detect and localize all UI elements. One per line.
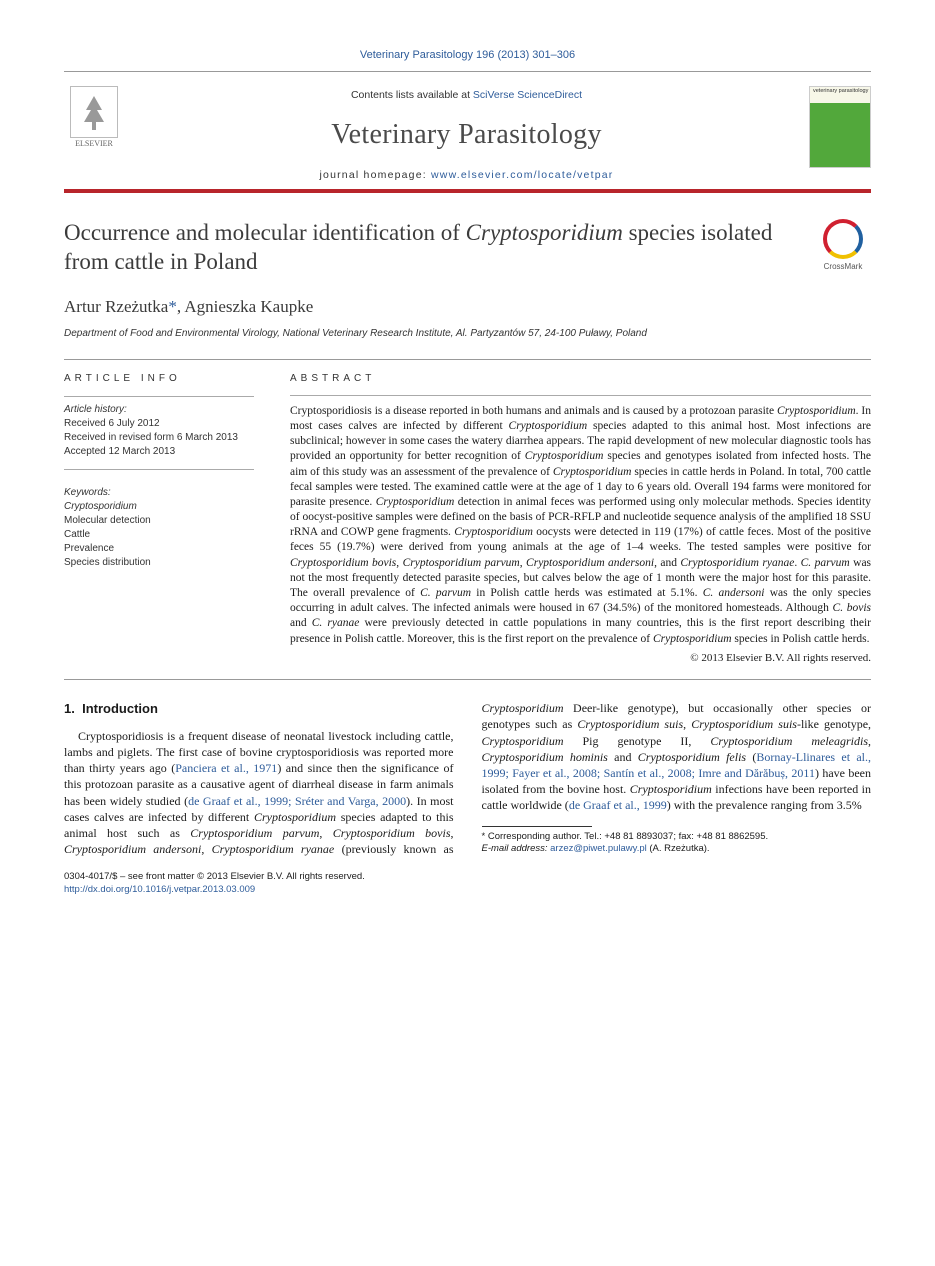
sciencedirect-link[interactable]: SciVerse ScienceDirect — [473, 89, 582, 101]
doi-link[interactable]: http://dx.doi.org/10.1016/j.vetpar.2013.… — [64, 884, 255, 895]
cover-mini-label: veterinary parasitology — [813, 89, 868, 95]
homepage-link[interactable]: www.elsevier.com/locate/vetpar — [431, 169, 613, 181]
journal-cover-thumbnail: veterinary parasitology — [809, 86, 871, 168]
ref-degraaf-sreter[interactable]: de Graaf et al., 1999; Sréter and Varga,… — [188, 794, 406, 808]
footnote-tel: * Corresponding author. Tel.: +48 81 889… — [482, 831, 872, 844]
front-matter-line: 0304-4017/$ – see front matter © 2013 El… — [64, 871, 871, 883]
paper-title: Occurrence and molecular identification … — [64, 219, 795, 277]
masthead: ELSEVIER Contents lists available at Sci… — [64, 86, 871, 183]
keywords-label: Keywords: — [64, 486, 254, 500]
email-link[interactable]: arzez@piwet.pulawy.pl — [550, 843, 647, 854]
abs-i15: C. ryanae — [312, 617, 360, 629]
abs-i7: Cryptosporidium bovis — [290, 557, 396, 569]
title-prefix: Occurrence and molecular identification … — [64, 220, 466, 245]
abstract-label: ABSTRACT — [290, 372, 871, 385]
abstract: ABSTRACT Cryptosporidiosis is a disease … — [290, 372, 871, 665]
abs-s16: species in Polish cattle herds. — [732, 633, 870, 645]
section-heading: 1. Introduction — [64, 700, 454, 718]
history-revised: Received in revised form 6 March 2013 — [64, 431, 254, 445]
author-2: Agnieszka Kaupke — [184, 297, 313, 316]
abs-i13: C. andersoni — [703, 587, 765, 599]
abs-i2: Cryptosporidium — [509, 420, 588, 432]
abs-i12: C. parvum — [420, 587, 471, 599]
keyword-0: Cryptosporidium — [64, 501, 137, 512]
abs-i1: Cryptosporidium — [777, 405, 856, 417]
elsevier-tree-icon — [70, 86, 118, 138]
abs-i6: Cryptosporidium — [454, 526, 533, 538]
abs-s1: Cryptosporidiosis is a disease reported … — [290, 405, 777, 417]
abs-i4: Cryptosporidium — [553, 466, 632, 478]
body-two-column: 1. Introduction Cryptosporidiosis is a f… — [64, 700, 871, 857]
affiliation: Department of Food and Environmental Vir… — [64, 327, 871, 341]
homepage-line: journal homepage: www.elsevier.com/locat… — [140, 168, 793, 183]
abs-s9: , and — [654, 557, 680, 569]
author-1: Artur Rzeżutka — [64, 297, 168, 316]
keyword-1: Molecular detection — [64, 514, 254, 528]
journal-title: Veterinary Parasitology — [140, 115, 793, 154]
crossmark-badge[interactable]: CrossMark — [815, 219, 871, 277]
red-rule — [64, 189, 871, 193]
top-rule — [64, 71, 871, 72]
abs-i11: C. parvum — [801, 557, 850, 569]
history-accepted: Accepted 12 March 2013 — [64, 445, 254, 459]
corresponding-footnote: * Corresponding author. Tel.: +48 81 889… — [482, 831, 872, 857]
abs-i14: C. bovis — [833, 602, 871, 614]
rule-before-info — [64, 359, 871, 360]
article-info-label: ARTICLE INFO — [64, 372, 254, 386]
keyword-3: Prevalence — [64, 542, 254, 556]
abs-i5: Cryptosporidium — [376, 496, 455, 508]
abs-s12: in Polish cattle herds was estimated at … — [471, 587, 703, 599]
rule-after-abstract — [64, 679, 871, 680]
elsevier-logo: ELSEVIER — [64, 86, 124, 158]
page-footer-meta: 0304-4017/$ – see front matter © 2013 El… — [64, 871, 871, 896]
section-number: 1. — [64, 701, 75, 716]
abs-i3: Cryptosporidium — [525, 450, 604, 462]
abs-s14: and — [290, 617, 312, 629]
abs-i8: Cryptosporidium parvum — [403, 557, 520, 569]
title-italic: Cryptosporidium — [466, 220, 623, 245]
keyword-4: Species distribution — [64, 556, 254, 570]
homepage-prefix: journal homepage: — [320, 169, 432, 181]
publisher-label: ELSEVIER — [75, 138, 113, 149]
corresponding-star[interactable]: * — [168, 297, 177, 316]
section-title: Introduction — [82, 701, 158, 716]
authors: Artur Rzeżutka*, Agnieszka Kaupke — [64, 295, 871, 319]
journal-citation: Veterinary Parasitology 196 (2013) 301–3… — [64, 48, 871, 63]
abstract-copyright: © 2013 Elsevier B.V. All rights reserved… — [290, 651, 871, 666]
footnote-separator — [482, 826, 592, 827]
crossmark-icon — [823, 219, 863, 259]
email-suffix: (A. Rzeżutka). — [647, 843, 710, 854]
ref-panciera-1971[interactable]: Panciera et al., 1971 — [175, 761, 277, 775]
contents-prefix: Contents lists available at — [351, 89, 473, 101]
email-label: E-mail address: — [482, 843, 548, 854]
abs-i9: Cryptosporidium andersoni — [526, 557, 654, 569]
keyword-2: Cattle — [64, 528, 254, 542]
masthead-center: Contents lists available at SciVerse Sci… — [140, 86, 793, 183]
ref-degraaf-1999-b[interactable]: de Graaf et al., 1999 — [569, 798, 667, 812]
article-info: ARTICLE INFO Article history: Received 6… — [64, 372, 254, 665]
history-label: Article history: — [64, 403, 254, 417]
crossmark-label: CrossMark — [824, 261, 863, 272]
abs-i16: Cryptosporidium — [653, 633, 732, 645]
contents-line: Contents lists available at SciVerse Sci… — [140, 88, 793, 103]
history-received: Received 6 July 2012 — [64, 417, 254, 431]
abs-i10: Cryptosporidium ryanae — [680, 557, 794, 569]
